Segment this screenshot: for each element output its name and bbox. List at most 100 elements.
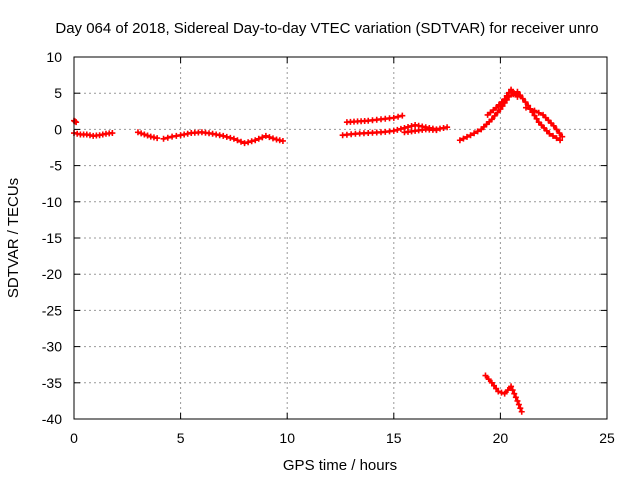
x-ticks: 0 5 10 15 20 25	[70, 57, 615, 446]
data-point	[553, 126, 560, 133]
data-point	[390, 114, 397, 121]
data-point	[495, 101, 502, 108]
data-point	[508, 86, 515, 93]
data-point	[556, 130, 563, 137]
data-point	[511, 90, 518, 97]
data-point	[501, 390, 508, 397]
data-point	[223, 133, 230, 140]
data-point	[262, 132, 269, 139]
data-point	[408, 123, 415, 130]
series-arc	[401, 126, 440, 136]
series-arc	[484, 86, 521, 118]
x-tick-label: 20	[493, 430, 509, 446]
data-point	[519, 95, 526, 102]
data-point	[238, 138, 245, 145]
data-point	[460, 135, 467, 142]
data-point	[266, 134, 273, 141]
x-tick-label: 15	[386, 430, 402, 446]
data-point	[522, 104, 529, 111]
y-tick-label: -25	[42, 302, 62, 318]
data-point	[501, 95, 508, 102]
data-point	[485, 376, 492, 383]
x-tick-label: 0	[70, 430, 78, 446]
data-point	[395, 113, 402, 120]
data-point	[467, 132, 474, 139]
data-point	[508, 383, 515, 390]
data-point	[546, 130, 553, 137]
data-point	[514, 88, 521, 95]
data-point	[498, 389, 505, 396]
data-point	[164, 134, 171, 141]
data-point	[559, 133, 566, 140]
grid-lines	[74, 57, 607, 419]
data-point	[269, 135, 276, 142]
data-point	[533, 115, 540, 122]
data-point	[444, 124, 451, 131]
data-point	[535, 109, 542, 116]
data-point	[144, 132, 151, 139]
series-arc	[343, 112, 406, 126]
y-tick-label: 0	[54, 121, 62, 137]
data-point	[220, 132, 227, 139]
data-point	[279, 137, 286, 144]
data-point	[527, 106, 534, 113]
y-tick-label: -20	[42, 266, 62, 282]
y-ticks: 10 5 0 -5 -10 -15 -20 -25 -30 -35 -40	[42, 49, 607, 427]
data-point	[514, 93, 521, 100]
x-tick-label: 5	[177, 430, 185, 446]
data-point	[557, 137, 564, 144]
y-tick-label: -5	[50, 158, 63, 174]
data-point	[259, 134, 266, 141]
x-tick-label: 10	[279, 430, 295, 446]
series-arc	[522, 104, 566, 140]
data-point	[245, 139, 252, 146]
data-point	[394, 126, 401, 133]
data-point	[517, 405, 524, 412]
data-point	[456, 137, 463, 144]
y-tick-label: -35	[42, 375, 62, 391]
data-point	[234, 137, 241, 144]
data-point	[252, 137, 259, 144]
y-tick-label: -30	[42, 339, 62, 355]
data-point	[509, 387, 516, 394]
y-tick-label: -40	[42, 411, 62, 427]
data-point	[154, 135, 161, 142]
data-point	[518, 408, 525, 415]
data-point	[549, 132, 556, 139]
data-point	[471, 130, 478, 137]
data-point	[433, 127, 440, 134]
data-point	[109, 130, 116, 137]
data-point	[505, 89, 512, 96]
data-point	[494, 109, 501, 116]
data-point	[493, 104, 500, 111]
data-point	[497, 106, 504, 113]
series-arc	[482, 372, 525, 415]
data-point	[550, 122, 557, 129]
y-axis-label: SDTVAR / TECUs	[5, 178, 22, 298]
series-arc	[71, 117, 80, 126]
data-point	[227, 134, 234, 141]
data-point	[531, 107, 538, 114]
data-points	[71, 86, 566, 415]
data-point	[491, 112, 498, 119]
data-point	[255, 135, 262, 142]
data-point	[141, 131, 148, 138]
data-point	[160, 135, 167, 142]
data-point	[503, 92, 510, 99]
data-point	[230, 135, 237, 142]
chart-title: Day 064 of 2018, Sidereal Day-to-day VTE…	[55, 20, 598, 37]
series-arc	[456, 88, 564, 144]
data-point	[463, 133, 470, 140]
data-point	[474, 128, 481, 135]
data-point	[515, 401, 522, 408]
data-point	[511, 390, 518, 397]
x-tick-label: 25	[599, 430, 615, 446]
series-arc	[71, 130, 116, 139]
data-point	[495, 388, 502, 395]
data-point	[138, 130, 145, 137]
data-point	[134, 129, 141, 136]
data-point	[397, 125, 404, 132]
x-axis-label: GPS time / hours	[283, 457, 397, 474]
data-point	[399, 112, 406, 119]
